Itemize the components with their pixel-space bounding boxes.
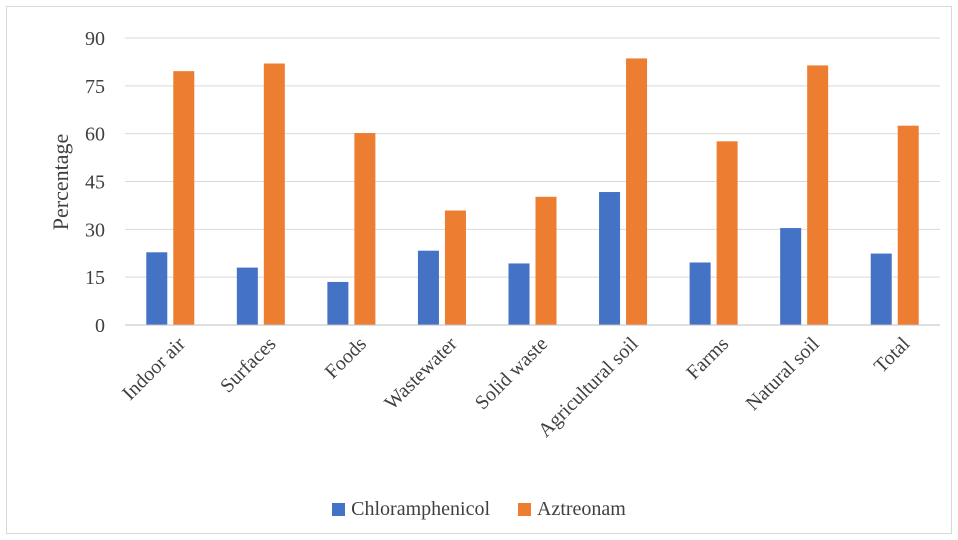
bar-aztreonam-farms	[716, 141, 738, 325]
legend-swatch-chloramphenicol	[332, 503, 346, 516]
y-axis-label: Percentage	[48, 134, 73, 231]
legend-label-aztreonam: Aztreonam	[537, 498, 626, 520]
bar-aztreonam-indoor-air	[173, 71, 195, 325]
legend: Chloramphenicol Aztreonam	[0, 498, 958, 521]
x-tick-label: Surfaces	[216, 333, 280, 397]
bar-aztreonam-solid-waste	[535, 196, 557, 325]
bar-aztreonam-wastewater	[444, 210, 466, 325]
bar-chloramphenicol-indoor-air	[146, 252, 168, 325]
bar-aztreonam-total	[897, 125, 919, 325]
x-tick-label: Total	[870, 333, 915, 378]
chart-border	[6, 6, 952, 534]
bar-chloramphenicol-agricultural-soil	[599, 192, 621, 325]
bar-aztreonam-foods	[354, 133, 376, 325]
x-tick-label: Indoor air	[118, 333, 190, 405]
legend-swatch-aztreonam	[518, 503, 531, 516]
bar-chloramphenicol-foods	[327, 281, 349, 325]
legend-label-chloramphenicol: Chloramphenicol	[351, 498, 490, 520]
y-tick-label: 0	[95, 315, 105, 337]
bar-chloramphenicol-total	[870, 253, 892, 325]
bar-aztreonam-natural-soil	[807, 65, 829, 326]
bar-chloramphenicol-solid-waste	[508, 263, 530, 325]
y-tick-label: 90	[85, 28, 105, 50]
bar-aztreonam-agricultural-soil	[626, 58, 648, 326]
legend-item-chloramphenicol: Chloramphenicol	[332, 498, 490, 521]
legend-item-aztreonam: Aztreonam	[518, 498, 626, 521]
bar-chloramphenicol-natural-soil	[780, 228, 802, 325]
y-tick-label: 75	[85, 76, 105, 98]
bars	[146, 58, 919, 326]
bar-chloramphenicol-wastewater	[417, 250, 439, 325]
y-tick-label: 60	[85, 124, 105, 146]
bar-chloramphenicol-surfaces	[236, 267, 258, 325]
gridlines	[125, 37, 940, 278]
bar-chloramphenicol-farms	[689, 262, 711, 325]
x-tick-label: Farms	[682, 333, 733, 384]
y-tick-label: 45	[85, 172, 105, 194]
x-tick-label: Foods	[321, 333, 371, 383]
y-tick-label: 30	[85, 219, 105, 241]
y-tick-label: 15	[85, 267, 105, 289]
x-tick-label: Wastewater	[380, 333, 461, 414]
bar-aztreonam-surfaces	[263, 63, 285, 326]
x-tick-label: Natural soil	[742, 333, 824, 415]
x-tick-label: Solid waste	[471, 333, 552, 414]
